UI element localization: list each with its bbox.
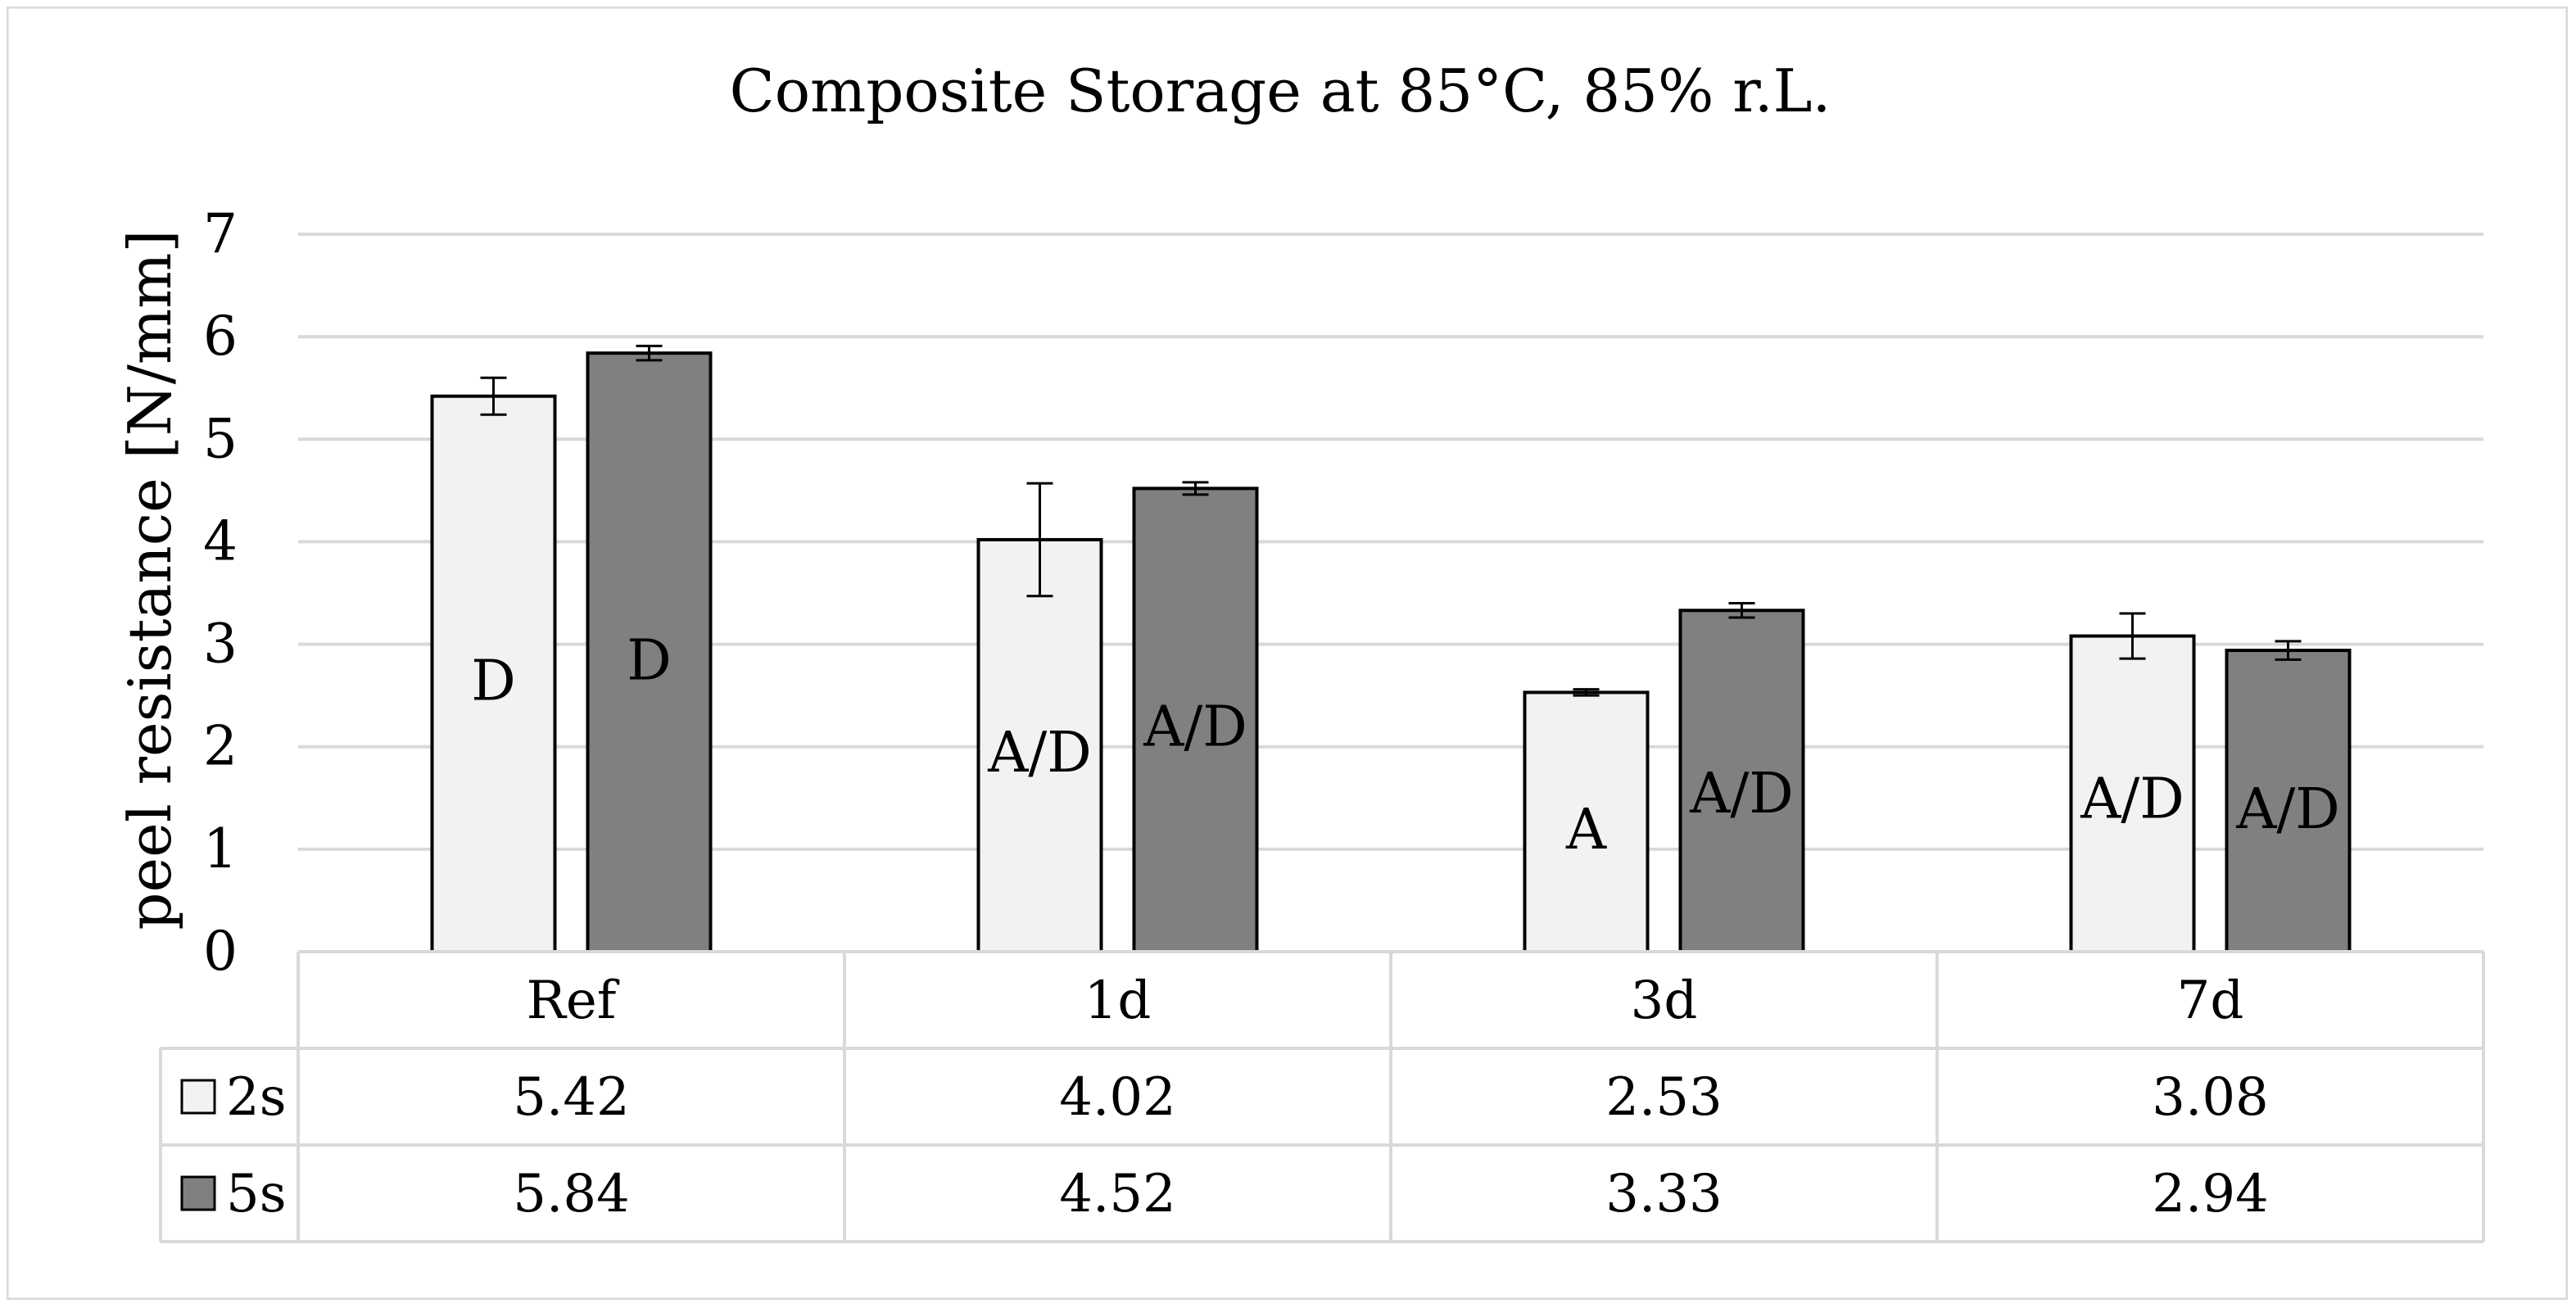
error-bar	[2275, 640, 2302, 661]
chart-frame: Composite Storage at 85°C, 85% r.L. peel…	[6, 6, 2569, 1301]
y-tick-label: 3	[203, 613, 238, 676]
error-bar	[1182, 481, 1209, 496]
failure-mode-label: A/D	[2235, 777, 2340, 842]
x-category-label: Ref	[527, 971, 620, 1031]
y-tick-label: 2	[203, 715, 238, 778]
error-bar	[636, 344, 663, 362]
bar	[1132, 487, 1259, 953]
bar	[586, 351, 713, 953]
table-value: 2.53	[1605, 1067, 1723, 1128]
table-value: 3.08	[2152, 1067, 2269, 1128]
y-tick-label: 7	[203, 202, 238, 265]
bar	[430, 394, 557, 953]
failure-mode-label: A/D	[2080, 767, 2184, 831]
table-value: 4.02	[1059, 1067, 1176, 1128]
y-axis-label: peel resistance [N/mm]	[115, 229, 184, 930]
bar	[1678, 609, 1805, 953]
error-bar	[1573, 688, 1600, 697]
x-category-label: 7d	[2177, 971, 2244, 1031]
y-tick-label: 4	[203, 509, 238, 573]
failure-mode-label: A/D	[1143, 695, 1247, 760]
table-value: 3.33	[1605, 1164, 1723, 1224]
table-value: 5.42	[513, 1067, 630, 1128]
failure-mode-label: D	[627, 628, 672, 693]
failure-mode-label: A	[1565, 798, 1607, 862]
table-value: 4.52	[1059, 1164, 1176, 1224]
error-bar	[2119, 612, 2146, 660]
error-bar	[1026, 482, 1053, 598]
failure-mode-label: A/D	[1689, 762, 1794, 826]
y-tick-label: 5	[203, 407, 238, 470]
y-tick-label: 0	[203, 920, 238, 983]
y-axis-ticks: 0 1 2 3 4 5 6 7	[203, 202, 238, 983]
legend-swatch	[180, 1079, 216, 1115]
chart-title: Composite Storage at 85°C, 85% r.L.	[730, 57, 1831, 125]
x-category-label: 1d	[1084, 971, 1152, 1031]
chart: Composite Storage at 85°C, 85% r.L. peel…	[6, 6, 2569, 1301]
failure-mode-label: D	[471, 649, 516, 713]
table-value: 5.84	[513, 1164, 630, 1224]
legend-swatch	[180, 1175, 216, 1211]
bars: D A/D A A/D D A/D A/D A/D	[430, 344, 2352, 954]
table-value: 2.94	[2152, 1164, 2269, 1224]
y-tick-label: 6	[203, 305, 238, 368]
legend-label: 5s	[226, 1164, 287, 1224]
error-bar	[480, 376, 507, 416]
y-tick-label: 1	[203, 817, 238, 880]
error-bar	[1728, 602, 1755, 619]
failure-mode-label: A/D	[987, 721, 1092, 785]
bar	[976, 537, 1103, 953]
x-category-label: 3d	[1631, 971, 1698, 1031]
data-table: Ref 1d 3d 7d 2s 5.42 4.02 2.53 3.08 5s 5.84 4.52 3.3…	[159, 950, 2485, 1243]
legend-label: 2s	[226, 1067, 287, 1128]
